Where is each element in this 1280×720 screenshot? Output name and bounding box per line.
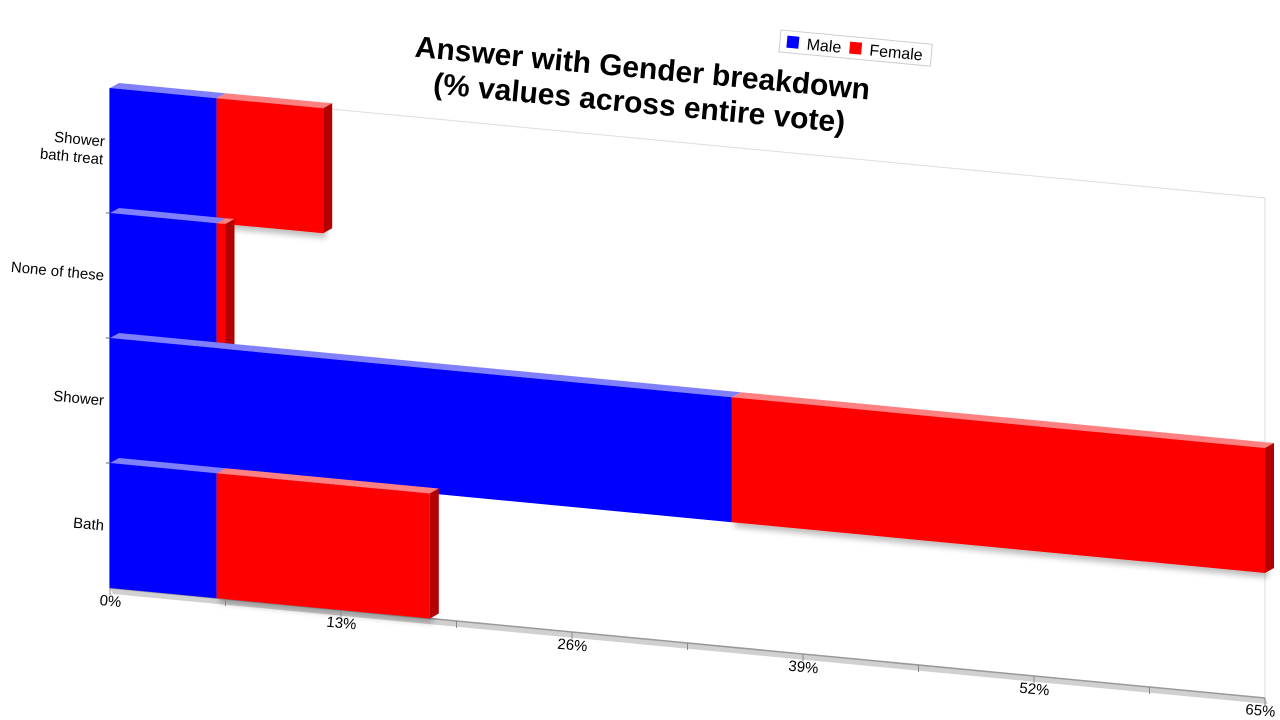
x-tick-label: 26%	[557, 636, 588, 656]
bar-front-face	[216, 98, 324, 234]
x-tick-label: 13%	[326, 614, 357, 634]
bar-top-face	[110, 458, 226, 474]
bar-end-face	[323, 103, 333, 234]
legend-label-male: Male	[806, 37, 842, 57]
bars-group	[106, 83, 1274, 619]
bar-male-none-of-these	[110, 208, 226, 349]
legend-swatch-male	[786, 35, 800, 49]
bar-top-face	[110, 83, 226, 99]
x-tick-label: 0%	[99, 592, 122, 611]
bar-top-face	[110, 208, 226, 224]
category-labels: Showerbath treat None of these Shower Bath	[10, 128, 106, 535]
legend-swatch-female	[849, 41, 863, 55]
bar-end-face	[429, 488, 439, 619]
bar-front-face	[216, 223, 226, 349]
bar-front-face	[216, 473, 430, 619]
bar-top-face	[216, 218, 235, 224]
chart-floor	[110, 588, 1268, 704]
bar-female-bath	[216, 468, 439, 619]
category-label-bath: Bath	[72, 515, 104, 535]
bar-female-none-of-these	[216, 218, 235, 349]
bar-top-face	[216, 93, 333, 109]
bar-female-shower	[731, 392, 1274, 573]
x-tick-label: 52%	[1019, 680, 1050, 700]
bar-front-face	[731, 397, 1265, 573]
bar-end-face	[1265, 443, 1274, 573]
legend-label-female: Female	[869, 42, 924, 64]
bar-front-face	[110, 463, 217, 599]
bar-front-face	[110, 213, 217, 349]
bar-top-face	[731, 392, 1274, 448]
category-label-none-of-these: None of these	[10, 259, 105, 285]
x-tick-label: 65%	[1245, 701, 1276, 720]
x-axis-ticks: 0% 13% 26% 39% 52% 65%	[99, 588, 1276, 720]
category-label-shower: Shower	[53, 388, 105, 410]
bar-male-bath	[110, 458, 226, 599]
bar-front-face	[110, 88, 217, 224]
bar-male-shower-bath-treat	[110, 83, 226, 224]
bar-female-shower-bath-treat	[216, 93, 333, 234]
bar-top-face	[110, 333, 741, 398]
category-label-shower-bath-treat: Showerbath treat	[39, 128, 106, 169]
bar-top-face	[216, 468, 439, 494]
x-tick-label: 39%	[788, 658, 819, 678]
bar-end-face	[225, 219, 235, 349]
legend: Male Female	[778, 29, 933, 67]
